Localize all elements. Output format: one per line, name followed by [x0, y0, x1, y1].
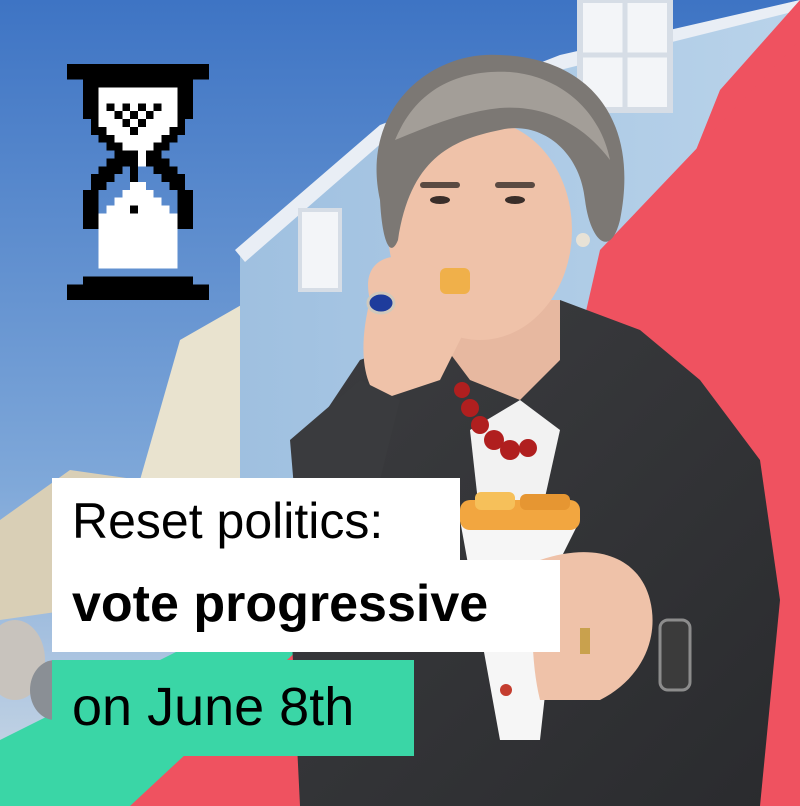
caption-line-2-box: vote progressive: [52, 560, 560, 652]
caption-line-2: vote progressive: [72, 575, 489, 633]
caption-line-1: Reset politics:: [72, 493, 384, 549]
caption-line-3: on June 8th: [72, 677, 355, 737]
caption-line-3-box: on June 8th: [52, 660, 414, 756]
hourglass-icon: [67, 64, 209, 300]
caption-line-1-box: Reset politics:: [52, 478, 460, 566]
